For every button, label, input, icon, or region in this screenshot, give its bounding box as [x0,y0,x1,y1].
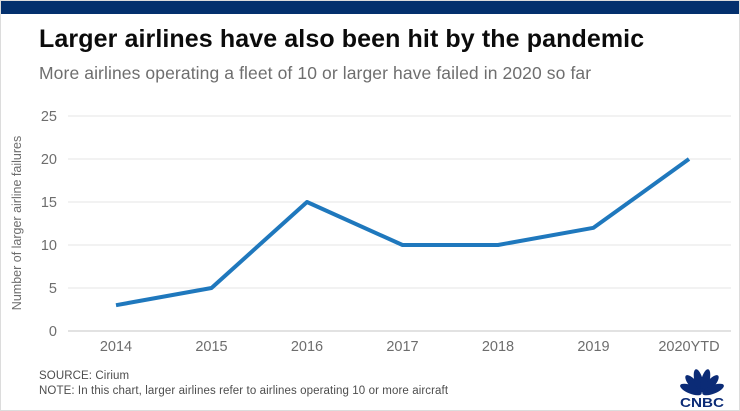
chart-footer: SOURCE: Cirium NOTE: In this chart, larg… [39,369,639,399]
x-tick-label: 2018 [482,339,514,355]
y-axis-title: Number of larger airline failures [10,136,24,310]
brand-top-bar [1,1,739,14]
chart-subtitle: More airlines operating a fleet of 10 or… [39,63,592,83]
y-tick-label: 10 [41,238,57,254]
x-tick-label: 2016 [291,339,323,355]
chart-title: Larger airlines have also been hit by th… [39,25,645,53]
chart-area: 0 5 10 15 20 25 Number of larger airline failu… [1,101,739,371]
cnbc-logo: CNBC [680,369,725,409]
y-tick-label: 15 [41,195,57,211]
cnbc-logo-text: CNBC [680,395,725,409]
x-tick-label: 2020YTD [658,339,719,355]
y-tick-label: 20 [41,152,57,168]
x-tick-label: 2019 [577,339,609,355]
y-tick-label: 5 [49,281,57,297]
x-tick-label: 2017 [386,339,418,355]
line-chart: 0 5 10 15 20 25 Number of larger airline failu… [10,109,731,355]
x-tick-label: 2014 [100,339,132,355]
failures-line-series [115,157,691,308]
peacock-icon [680,369,724,396]
x-tick-label: 2015 [195,339,227,355]
y-tick-label: 0 [49,324,57,340]
y-tick-label: 25 [41,109,57,125]
note-text: NOTE: In this chart, larger airlines ref… [39,385,449,397]
source-text: SOURCE: Cirium [39,370,130,382]
